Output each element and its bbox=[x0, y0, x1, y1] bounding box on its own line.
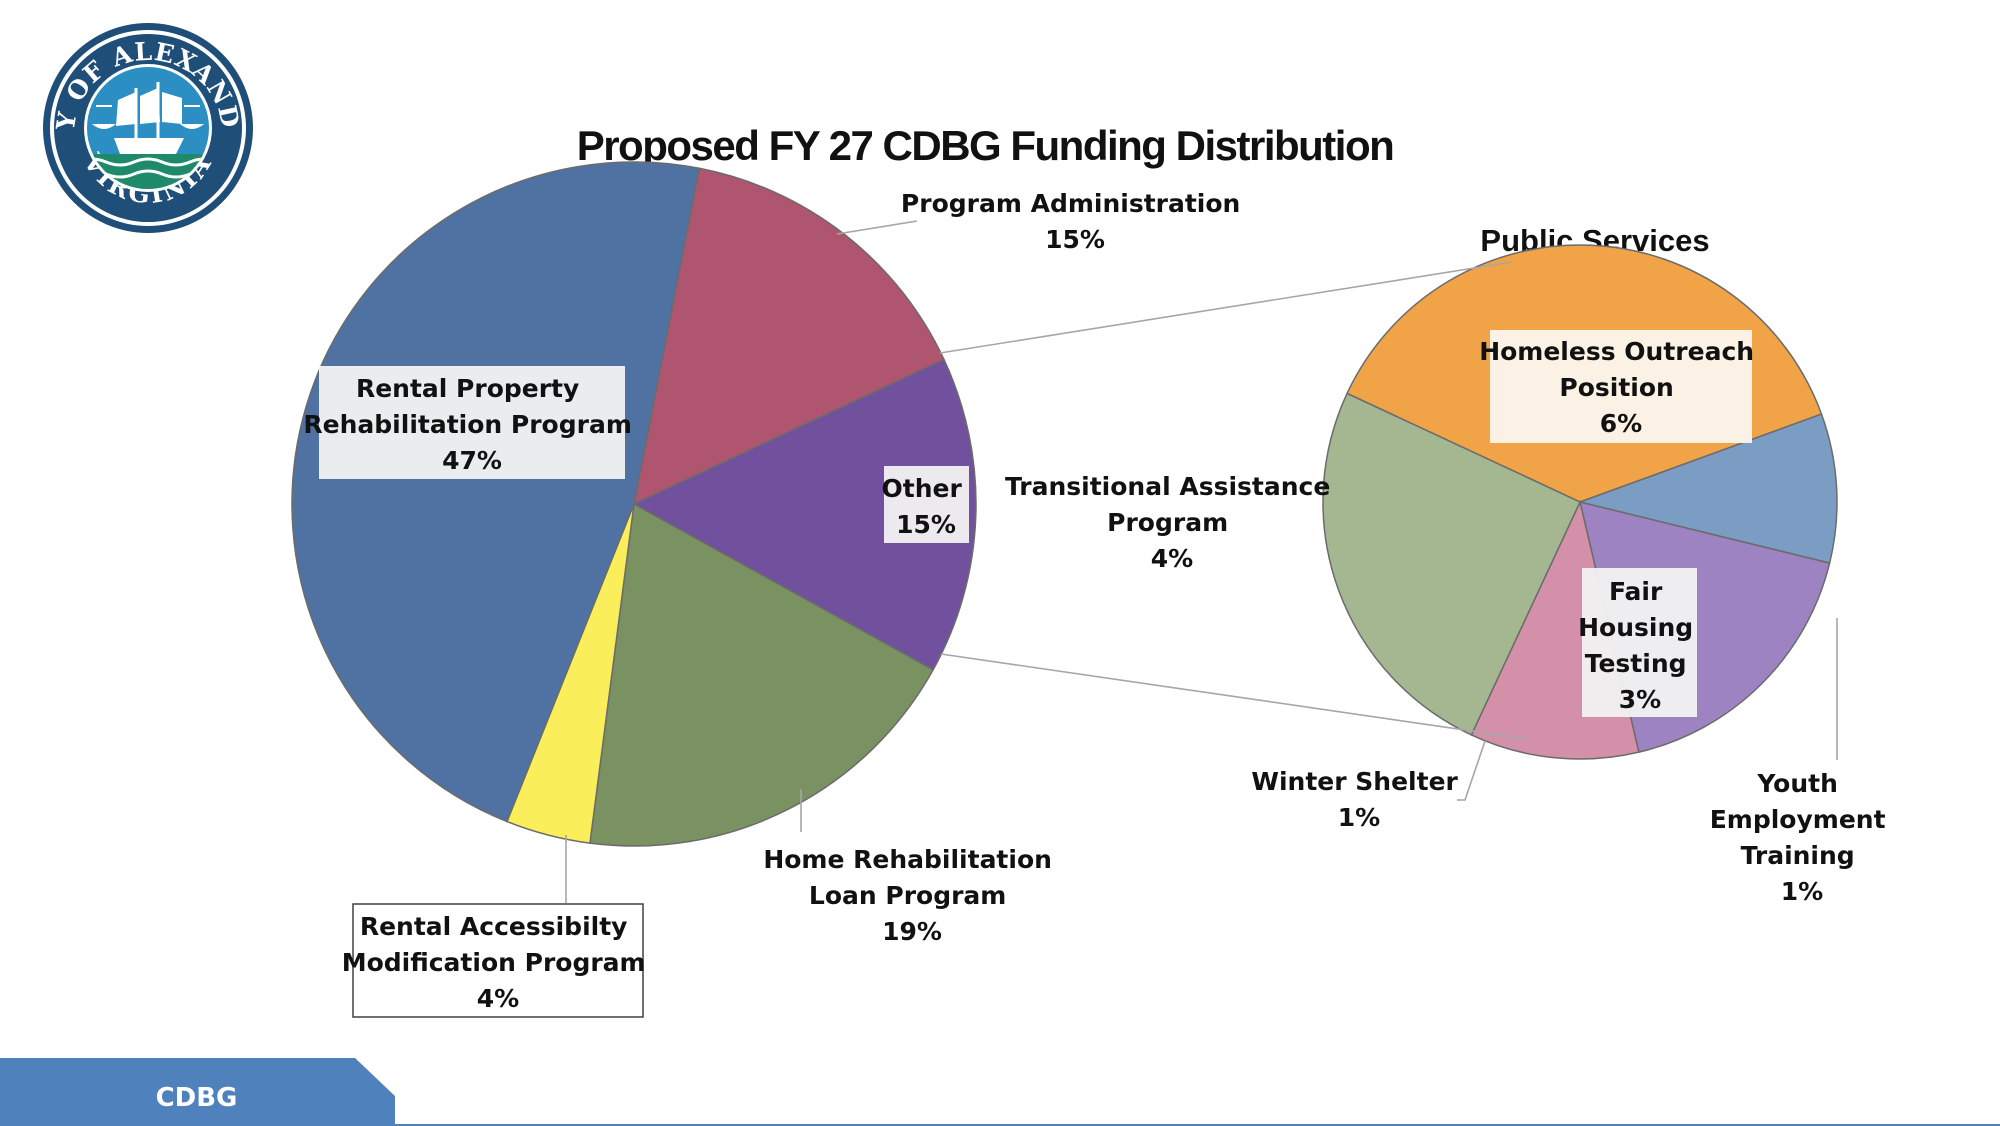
slice-label-other: Other 15% bbox=[881, 474, 970, 539]
pie-slice-home-rehabilitation-loan-program bbox=[589, 502, 935, 847]
pie-slice-rental-property-rehabilitation-program bbox=[291, 161, 701, 823]
pie-slice-transitional-assistance-program bbox=[1322, 392, 1581, 736]
label-box-homeless-outreach bbox=[1490, 330, 1752, 443]
cdbg-footer-tab: CDBG bbox=[0, 1058, 395, 1126]
leader-line-winter-shelter bbox=[1457, 740, 1486, 801]
public-services-pie bbox=[1322, 244, 1838, 760]
slice-label-transitional-assistance: Transitional Assistance Program 4% bbox=[1005, 472, 1339, 573]
bottom-divider bbox=[0, 1124, 2000, 1126]
leader-line-program-admin bbox=[836, 220, 918, 235]
city-seal-logo: CITY OF ALEXANDRIA VIRGINIA bbox=[43, 23, 253, 233]
slice-label-program-administration: Program Administration 15% bbox=[901, 189, 1249, 254]
slice-label-youth-employment: Youth Employment Training 1% bbox=[1710, 769, 1895, 906]
connector-line-bottom bbox=[940, 653, 1528, 740]
slice-label-rental-accessibility: Rental Accessibilty Modification Program… bbox=[342, 912, 655, 1013]
pie-slice-program-administration bbox=[632, 167, 945, 506]
label-box-fair-housing bbox=[1582, 568, 1697, 717]
pie-slice-other bbox=[632, 358, 977, 671]
label-box-rental-property bbox=[319, 366, 625, 479]
slice-label-homeless-outreach: Homeless Outreach Position 6% bbox=[1479, 337, 1763, 438]
slice-label-winter-shelter: Winter Shelter 1% bbox=[1251, 767, 1466, 832]
footer-tab-label: CDBG bbox=[155, 1083, 238, 1113]
chart-title: Proposed FY 27 CDBG Funding Distribution bbox=[577, 122, 1394, 169]
slice-label-fair-housing: Fair Housing Testing 3% bbox=[1578, 577, 1702, 714]
label-box-other bbox=[884, 466, 969, 543]
slice-label-home-rehabilitation: Home Rehabilitation Loan Program 19% bbox=[763, 845, 1060, 946]
main-pie bbox=[291, 161, 977, 847]
connector-line-top bbox=[939, 261, 1513, 354]
label-box-rental-accessibility bbox=[352, 903, 644, 1018]
pie-slice-youth-employment-training bbox=[1577, 413, 1838, 564]
slice-label-rental-property: Rental Property Rehabilitation Program 4… bbox=[303, 374, 640, 475]
